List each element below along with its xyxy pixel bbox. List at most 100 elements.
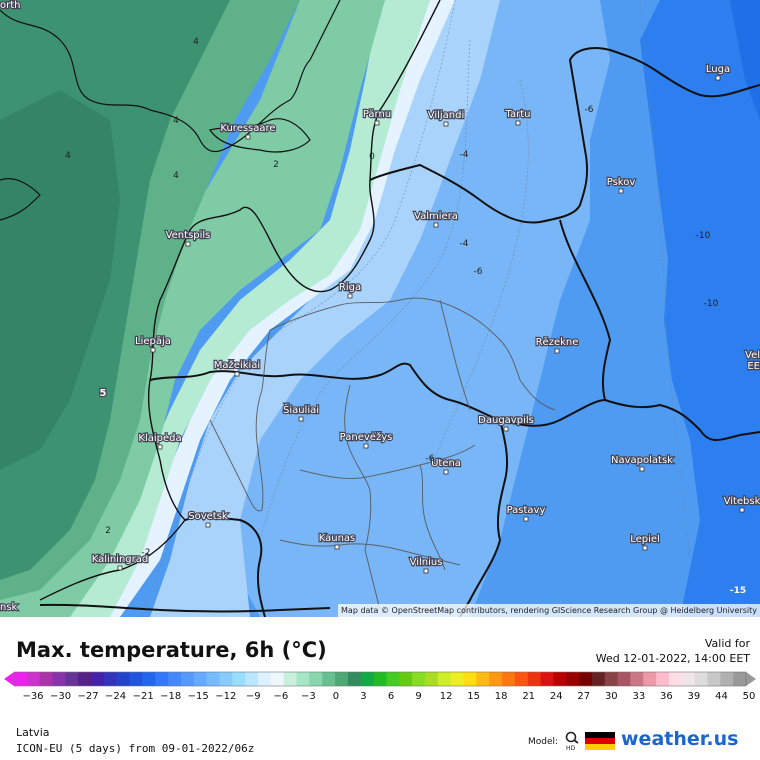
contour-label: -10 xyxy=(704,299,719,309)
germany-flag-icon xyxy=(585,732,615,750)
country-borders xyxy=(39,47,760,617)
city-marker xyxy=(157,444,163,450)
field-blue-light xyxy=(150,0,500,617)
legend-swatch xyxy=(347,672,362,686)
hd-label: HD xyxy=(566,745,576,751)
legend-swatch xyxy=(309,672,323,686)
legend-swatch xyxy=(258,672,272,686)
contour-label: 2 xyxy=(273,160,279,170)
contour-label: -4 xyxy=(460,239,469,249)
legend-swatch xyxy=(591,672,606,686)
city-marker xyxy=(554,348,560,354)
legend-swatch xyxy=(579,672,593,686)
legend-swatch xyxy=(296,672,310,686)
map-canvas xyxy=(0,0,760,617)
legend-swatch xyxy=(412,672,426,686)
valid-time-block: Valid for Wed 12-01-2022, 14:00 EET xyxy=(596,636,750,666)
legend-tick-label: 50 xyxy=(743,691,756,702)
legend-swatch xyxy=(463,672,477,686)
city-marker xyxy=(503,426,509,432)
legend-swatch xyxy=(489,672,503,686)
city-label: Liepāja xyxy=(135,336,171,347)
legend-swatch xyxy=(78,672,92,686)
city-marker xyxy=(205,522,211,528)
legend-tick-label: −18 xyxy=(160,691,181,702)
legend-tick-label: −9 xyxy=(246,691,261,702)
legend-swatch xyxy=(540,672,554,686)
legend-tick-label: 12 xyxy=(440,691,453,702)
hd-search-icon[interactable]: HD xyxy=(564,731,580,751)
field-blue-deeper xyxy=(640,0,760,617)
label-layer: Riga Pärnu Viljandi Tartu Kuressaare Valmiera… xyxy=(0,0,760,614)
brand-logo[interactable]: weather.us xyxy=(621,728,739,750)
city-marker xyxy=(150,347,156,353)
city-marker xyxy=(642,545,648,551)
field-land-light xyxy=(60,0,430,617)
legend-swatch xyxy=(270,672,285,686)
city-label: Vitebsk xyxy=(724,496,760,507)
legend-swatch xyxy=(219,672,233,686)
contour-label: -4 xyxy=(460,150,469,160)
legend-swatch xyxy=(694,672,708,686)
temperature-map[interactable]: Riga Pärnu Viljandi Tartu Kuressaare Valmiera… xyxy=(0,0,760,617)
city-label: Lepiel xyxy=(630,534,660,545)
city-marker xyxy=(515,120,521,126)
legend-tick-label: −12 xyxy=(215,691,236,702)
city-marker xyxy=(334,544,340,550)
legend-swatch xyxy=(283,672,298,686)
contour-label: 5 xyxy=(100,388,107,399)
contour-label: -6 xyxy=(474,267,483,277)
legend-tick-label: 36 xyxy=(660,691,673,702)
city-label: Luga xyxy=(706,64,730,75)
city-label: Kaunas xyxy=(319,533,356,544)
city-label: Rēzekne xyxy=(536,337,579,348)
contour-label: -2 xyxy=(142,548,151,558)
legend-swatch xyxy=(668,672,683,686)
model-run-label: ICON-EU (5 days) from 09-01-2022/06z xyxy=(16,742,255,755)
city-marker xyxy=(347,293,353,299)
edge-city-label: EE xyxy=(747,361,760,372)
legend-outline xyxy=(13,671,747,687)
legend-swatch xyxy=(116,672,131,686)
legend-swatch xyxy=(450,672,464,686)
legend-swatch xyxy=(155,672,169,686)
legend-swatch xyxy=(566,672,580,686)
legend-swatch xyxy=(335,672,349,686)
city-label: Daugavpils xyxy=(478,415,534,426)
legend-swatch xyxy=(656,672,670,686)
city-label: Vilnius xyxy=(410,557,443,568)
legend-swatch xyxy=(707,672,721,686)
contour-label: 4 xyxy=(173,171,179,181)
legend-swatch xyxy=(39,672,54,686)
region-label: Latvia xyxy=(16,726,50,739)
legend-swatch xyxy=(103,672,118,686)
city-label: Riga xyxy=(339,282,361,293)
legend-tick-label: 39 xyxy=(688,691,701,702)
city-label: Ventspils xyxy=(166,230,211,241)
admin-borders xyxy=(209,297,556,611)
model-label: Model: xyxy=(528,737,559,747)
legend-swatch xyxy=(91,672,105,686)
legend-swatch xyxy=(193,672,208,686)
city-marker xyxy=(443,121,449,127)
legend-swatch xyxy=(681,672,696,686)
legend-swatch xyxy=(502,672,516,686)
legend-tick-label: 30 xyxy=(605,691,618,702)
legend-swatch xyxy=(245,672,259,686)
city-label: Utena xyxy=(431,458,461,469)
legend-tick-label: −27 xyxy=(78,691,99,702)
legend-swatch xyxy=(553,672,567,686)
legend-tick-label: 27 xyxy=(577,691,590,702)
map-attribution[interactable]: Map data © OpenStreetMap contributors, r… xyxy=(338,604,760,617)
legend-swatch xyxy=(129,672,143,686)
edge-city-label: nsk xyxy=(0,602,18,613)
legend-swatch xyxy=(733,672,747,686)
city-marker xyxy=(423,568,429,574)
edge-city-label: orth xyxy=(0,0,21,11)
legend-tick-label: −36 xyxy=(22,691,43,702)
legend-tick-label: 3 xyxy=(360,691,366,702)
legend-swatch xyxy=(373,672,387,686)
legend-swatch xyxy=(65,672,79,686)
legend-tick-label: 21 xyxy=(522,691,535,702)
legend-swatch xyxy=(206,672,220,686)
